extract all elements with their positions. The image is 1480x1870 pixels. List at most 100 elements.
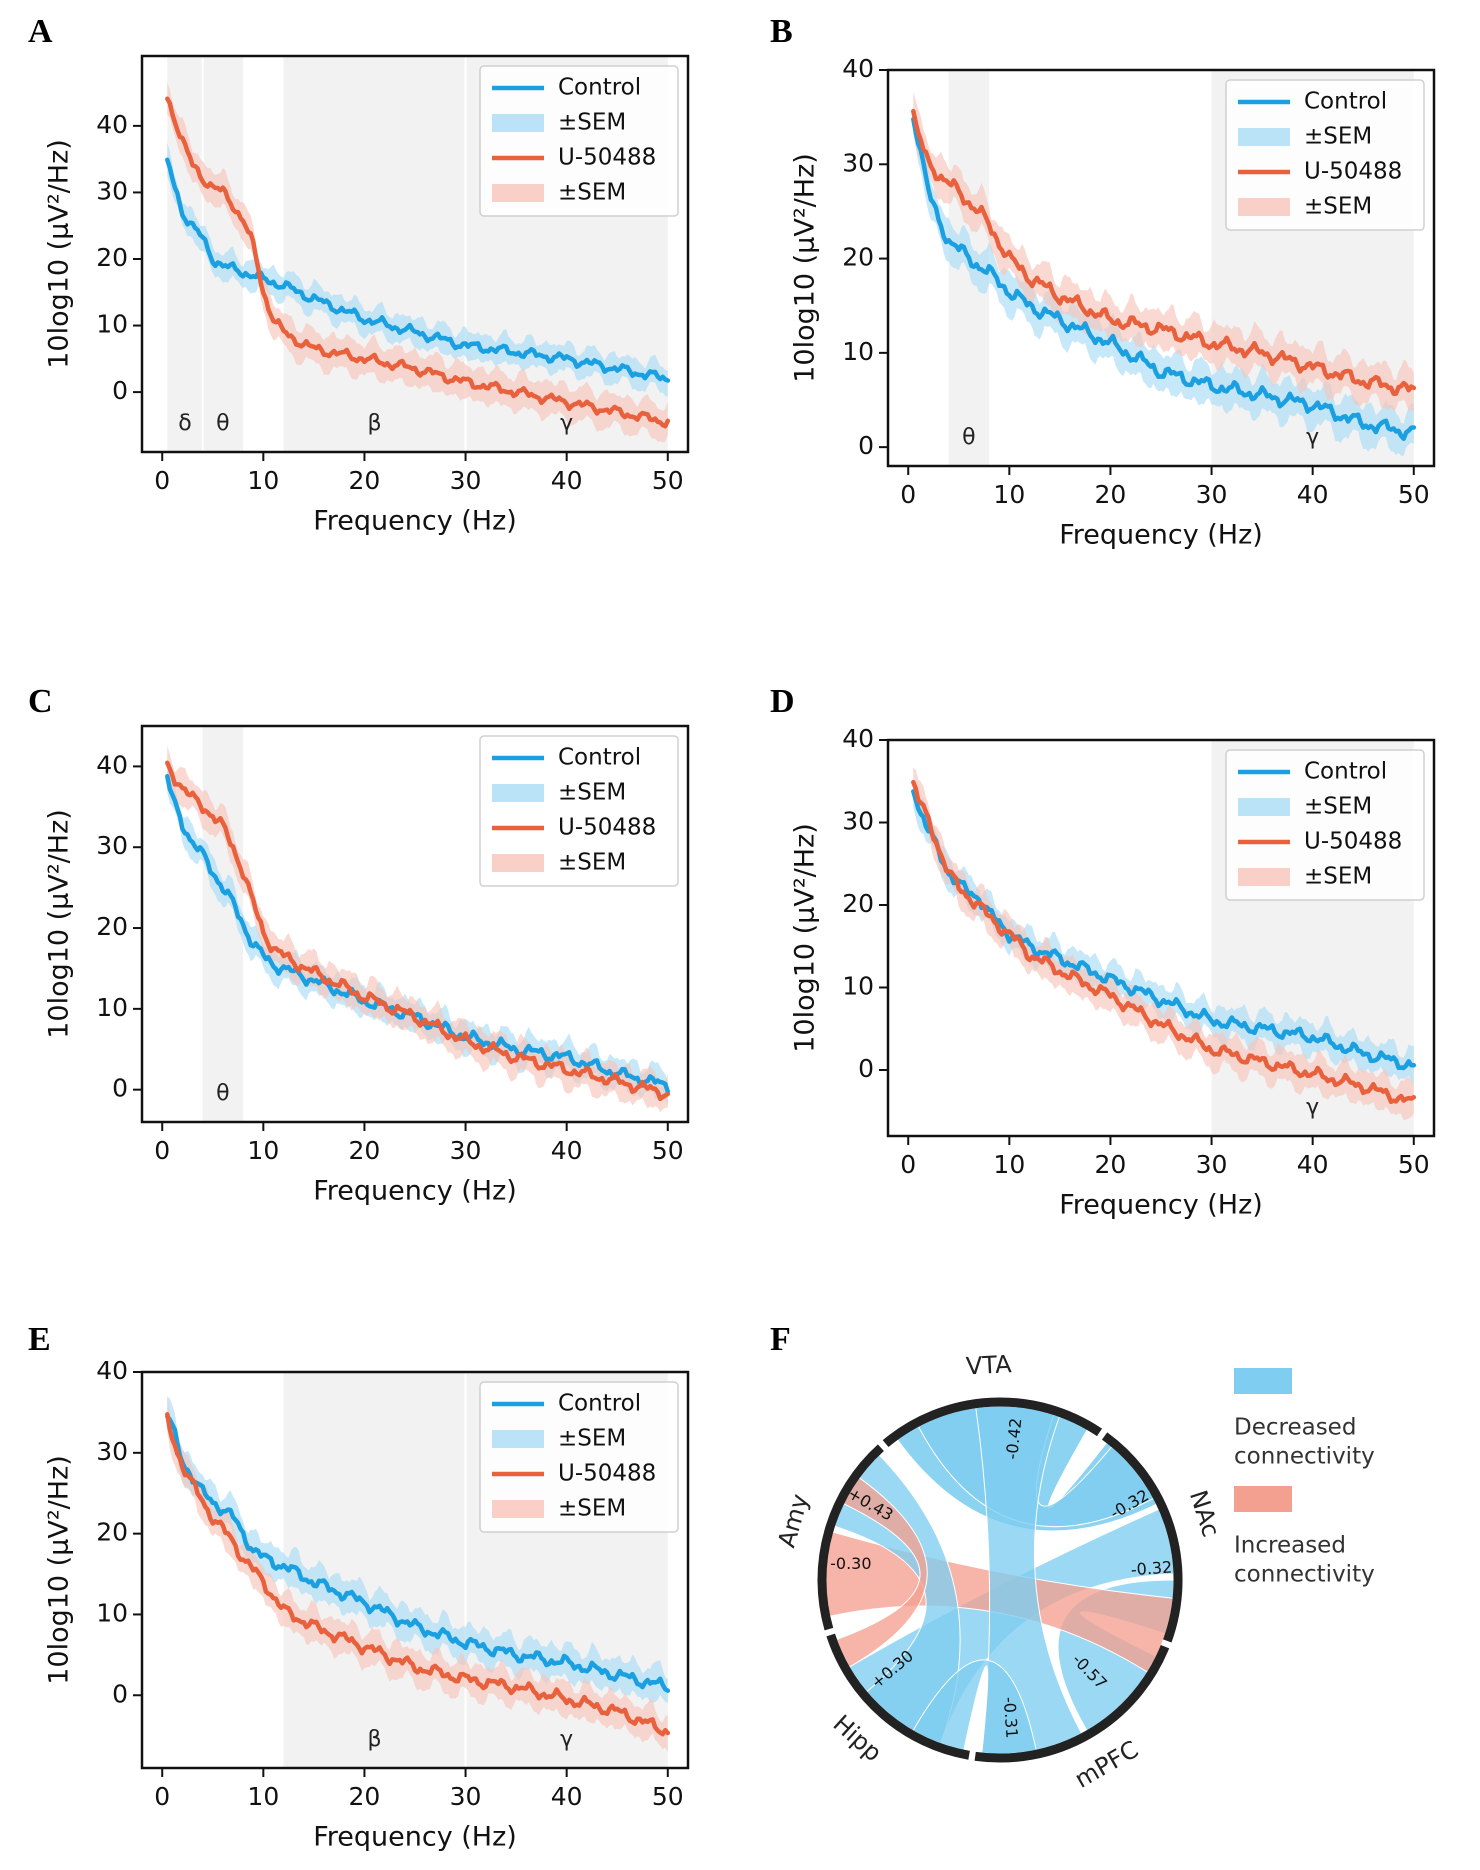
band-label: γ bbox=[1306, 1095, 1319, 1120]
panel-a: Aδ θ β γ 0 10 20 30 40 50 0 10 20 30 40 Frequency (Hz) 1… bbox=[28, 13, 690, 537]
x-tick-label: 40 bbox=[551, 1782, 583, 1811]
legend-label: connectivity bbox=[1234, 1444, 1375, 1470]
y-tick-label: 20 bbox=[96, 243, 128, 272]
sem-band-drug bbox=[913, 767, 1414, 1121]
x-tick-label: 20 bbox=[349, 1782, 381, 1811]
x-tick-label: 40 bbox=[551, 1136, 583, 1165]
y-tick-label: 10 bbox=[96, 993, 128, 1022]
x-axis-label: Frequency (Hz) bbox=[1059, 520, 1263, 551]
legend-label: connectivity bbox=[1234, 1562, 1375, 1588]
node-label: Amy bbox=[772, 1491, 814, 1551]
y-tick-label: 10 bbox=[842, 337, 874, 366]
legend-band-swatch bbox=[1238, 198, 1290, 216]
y-tick-label: 30 bbox=[96, 176, 128, 205]
y-tick-label: 20 bbox=[842, 889, 874, 918]
x-tick-label: 20 bbox=[1095, 480, 1127, 509]
x-tick-label: 40 bbox=[1297, 480, 1329, 509]
y-axis-label: 10log10 (µV²/Hz) bbox=[790, 153, 821, 383]
legend-band-swatch bbox=[1238, 798, 1290, 816]
legend-band-swatch bbox=[1238, 868, 1290, 886]
x-tick-label: 10 bbox=[993, 480, 1025, 509]
sem-band-control bbox=[913, 105, 1414, 456]
x-tick-label: 0 bbox=[154, 1136, 170, 1165]
panel-label: C bbox=[28, 683, 53, 720]
y-axis-label: 10log10 (µV²/Hz) bbox=[44, 139, 75, 369]
legend-label: Increased bbox=[1234, 1533, 1346, 1559]
series-line-control bbox=[165, 1414, 671, 1693]
legend-swatch bbox=[1234, 1368, 1292, 1394]
y-tick-label: 0 bbox=[858, 1054, 874, 1083]
y-tick-label: 10 bbox=[96, 1598, 128, 1627]
y-tick-label: 0 bbox=[112, 376, 128, 405]
axes-frame bbox=[140, 1370, 690, 1770]
node-arc-mpfc bbox=[974, 1645, 1170, 1763]
panel-b: Bθ γ 0 10 20 30 40 50 0 10 20 30 40 Frequency (Hz) 10l… bbox=[770, 13, 1436, 551]
x-tick-label: 0 bbox=[154, 466, 170, 495]
x-tick-label: 0 bbox=[154, 1782, 170, 1811]
y-tick-label: 30 bbox=[842, 807, 874, 836]
axes-frame bbox=[140, 724, 690, 1124]
y-axis-label: 10log10 (µV²/Hz) bbox=[44, 1455, 75, 1685]
y-tick-label: 40 bbox=[96, 1356, 128, 1385]
legend-label: ±SEM bbox=[1304, 194, 1372, 220]
legend-label: U-50488 bbox=[1304, 829, 1402, 855]
legend-box bbox=[1225, 79, 1425, 231]
y-tick-label: 0 bbox=[112, 1679, 128, 1708]
y-tick-label: 0 bbox=[112, 1074, 128, 1103]
y-tick-label: 40 bbox=[842, 54, 874, 83]
band-label: β bbox=[368, 411, 382, 436]
series-line-drug bbox=[165, 760, 671, 1102]
legend-label: ±SEM bbox=[558, 850, 626, 876]
band-shade bbox=[202, 726, 244, 1122]
chord-value-label: -0.42 bbox=[1002, 1417, 1025, 1460]
y-tick-label: 40 bbox=[96, 750, 128, 779]
x-tick-label: 40 bbox=[1297, 1150, 1329, 1179]
band-label: θ bbox=[216, 1081, 229, 1106]
legend-label: ±SEM bbox=[558, 180, 626, 206]
band-label: β bbox=[368, 1727, 382, 1752]
x-tick-label: 10 bbox=[247, 1136, 279, 1165]
legend-label: Control bbox=[558, 745, 641, 771]
legend-label: U-50488 bbox=[558, 1461, 656, 1487]
legend-band-swatch bbox=[492, 1430, 544, 1448]
node-arc-hipp bbox=[826, 1633, 970, 1760]
series-line-control bbox=[911, 789, 1417, 1071]
x-tick-label: 30 bbox=[1196, 1150, 1228, 1179]
y-tick-label: 20 bbox=[96, 912, 128, 941]
x-tick-label: 30 bbox=[1196, 480, 1228, 509]
legend-label: ±SEM bbox=[558, 1426, 626, 1452]
x-tick-label: 0 bbox=[900, 1150, 916, 1179]
x-tick-label: 10 bbox=[247, 1782, 279, 1811]
legend-label: ±SEM bbox=[558, 1496, 626, 1522]
band-label: γ bbox=[560, 1727, 573, 1752]
node-label: mPFC bbox=[1070, 1735, 1143, 1793]
x-tick-label: 50 bbox=[1398, 480, 1430, 509]
panel-f: FVTANAcmPFCHippAmy-0.42-0.32-0.32+0.43-0… bbox=[770, 1321, 1375, 1794]
series-line-control bbox=[165, 773, 671, 1094]
x-tick-label: 30 bbox=[450, 466, 482, 495]
node-label: VTA bbox=[965, 1350, 1013, 1380]
sem-band-drug bbox=[167, 1395, 668, 1753]
legend-label: Control bbox=[1304, 89, 1387, 115]
legend-label: ±SEM bbox=[1304, 864, 1372, 890]
y-axis-label: 10log10 (µV²/Hz) bbox=[44, 809, 75, 1039]
panel-c: Cθ 0 10 20 30 40 50 0 10 20 30 40 Frequency (Hz) 10lo… bbox=[28, 683, 690, 1207]
y-tick-label: 20 bbox=[96, 1518, 128, 1547]
series-line-drug bbox=[911, 108, 1417, 396]
x-tick-label: 50 bbox=[1398, 1150, 1430, 1179]
series-line-drug bbox=[165, 1412, 671, 1737]
y-tick-label: 40 bbox=[96, 110, 128, 139]
chord-value-label: -0.32 bbox=[1130, 1557, 1173, 1579]
x-tick-label: 50 bbox=[652, 1136, 684, 1165]
x-tick-label: 20 bbox=[1095, 1150, 1127, 1179]
legend-band-swatch bbox=[492, 1500, 544, 1518]
node-arc-amy bbox=[817, 1444, 884, 1631]
x-tick-label: 50 bbox=[652, 1782, 684, 1811]
band-label: γ bbox=[1306, 425, 1319, 450]
legend-box bbox=[479, 65, 679, 217]
node-arc-nac bbox=[1101, 1432, 1183, 1643]
y-tick-label: 20 bbox=[842, 243, 874, 272]
legend-label: Control bbox=[558, 75, 641, 101]
band-label: γ bbox=[560, 411, 573, 436]
